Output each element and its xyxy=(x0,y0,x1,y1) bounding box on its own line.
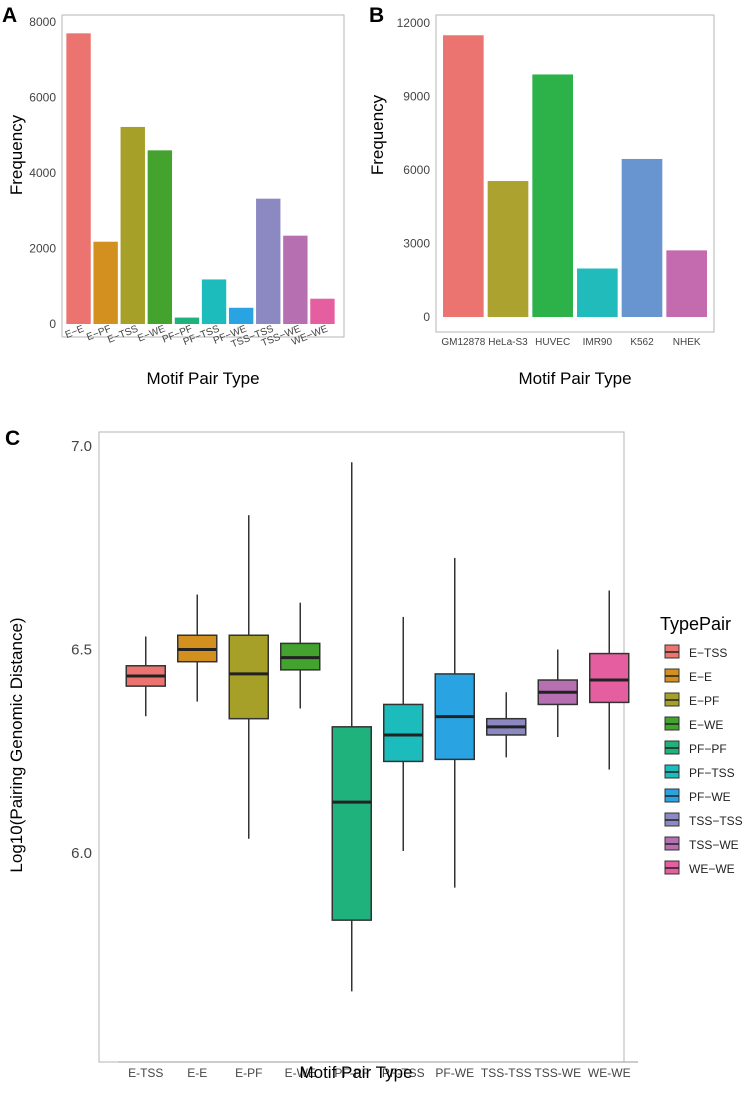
ytick-c-label: 6.5 xyxy=(71,642,92,659)
ytick-c-label: 6.0 xyxy=(71,845,92,862)
chart-a-xlabel: Motif Pair Type xyxy=(146,369,259,388)
ytick-b-label: 6000 xyxy=(403,163,430,177)
box-3 xyxy=(228,634,269,720)
chart-c-legend: TypePair E−TSS E−E E−PF E−WE PF−PF PF−TSS PF−W… xyxy=(660,614,743,876)
ytick-a-label: 6000 xyxy=(29,91,56,105)
panel-label-c: C xyxy=(5,427,20,450)
legend-title: TypePair xyxy=(660,614,731,634)
chart-b-ylabel: Frequency xyxy=(368,94,387,175)
xtick-c-label: E-PF xyxy=(235,1066,262,1080)
bar-b-6 xyxy=(666,250,707,317)
bar-a-9 xyxy=(283,235,308,324)
legend-label: TSS−WE xyxy=(689,838,739,852)
chart-c: 6.0 6.5 7.0 E-TSS E-E E-PF E-WE PF-PF PF-TSS PF-… xyxy=(7,431,743,1082)
chart-c-xlabel: Motif Pair Type xyxy=(299,1063,412,1082)
legend-label: PF−WE xyxy=(689,790,731,804)
ytick-a-label: 4000 xyxy=(29,166,56,180)
box-5 xyxy=(331,726,372,921)
xtick-b-label: K562 xyxy=(630,337,654,348)
xtick-b-label: NHEK xyxy=(673,337,701,348)
xtick-b-label: HUVEC xyxy=(535,337,570,348)
box-6 xyxy=(383,703,424,763)
xtick-b-label: IMR90 xyxy=(583,337,613,348)
chart-b-xlabel: Motif Pair Type xyxy=(518,369,631,388)
bar-a-2 xyxy=(93,241,118,324)
ytick-b-label: 0 xyxy=(423,310,430,324)
ytick-a-label: 0 xyxy=(49,317,56,331)
bar-a-10 xyxy=(310,298,335,324)
bar-a-4 xyxy=(147,150,173,324)
xtick-c-label: TSS-TSS xyxy=(481,1066,532,1080)
bar-b-1 xyxy=(443,35,484,317)
ytick-c-label: 7.0 xyxy=(71,438,92,455)
bar-a-3 xyxy=(120,126,145,324)
chart-a-frame xyxy=(61,14,345,338)
xtick-a-label: E−E xyxy=(64,323,86,341)
xtick-c-label: WE-WE xyxy=(588,1066,631,1080)
bar-a-8 xyxy=(256,198,281,324)
legend-label: PF−TSS xyxy=(689,766,735,780)
ytick-a-label: 8000 xyxy=(29,15,56,29)
legend-label: E−TSS xyxy=(689,646,727,660)
xtick-c-label: E-E xyxy=(187,1066,207,1080)
xtick-c-label: PF-TSS xyxy=(382,1066,425,1080)
chart-b: 0 3000 6000 9000 12000 GM12878 HeLa-S3 HUVEC IM… xyxy=(368,14,715,388)
bar-a-7 xyxy=(228,307,254,324)
bar-b-4 xyxy=(577,268,618,317)
bar-a-6 xyxy=(201,279,227,324)
legend-label: E−PF xyxy=(689,694,719,708)
bar-b-3 xyxy=(532,74,573,317)
xtick-b-label: GM12878 xyxy=(441,337,485,348)
legend-label: E−E xyxy=(689,670,712,684)
xtick-c-label: TSS-WE xyxy=(534,1066,581,1080)
bar-b-2 xyxy=(487,181,529,317)
ytick-b-label: 12000 xyxy=(397,16,431,30)
panel-label-b: B xyxy=(369,4,384,27)
xtick-b-label: HeLa-S3 xyxy=(488,337,528,348)
legend-label: TSS−TSS xyxy=(689,814,743,828)
xtick-c-label: PF-WE xyxy=(435,1066,474,1080)
panel-label-a: A xyxy=(2,4,17,27)
legend-label: E−WE xyxy=(689,718,723,732)
xtick-c-label: E-TSS xyxy=(128,1066,163,1080)
ytick-b-label: 9000 xyxy=(403,90,430,104)
xtick-c-label: PF-PF xyxy=(334,1066,369,1080)
bar-b-5 xyxy=(621,158,663,317)
bar-a-5 xyxy=(174,317,200,324)
box-10 xyxy=(589,652,630,704)
chart-a-ylabel: Frequency xyxy=(7,114,26,195)
chart-c-ylabel: Log10(Pairing Genomic Distance) xyxy=(7,617,26,872)
legend-label: WE−WE xyxy=(689,862,735,876)
ytick-a-label: 2000 xyxy=(29,242,56,256)
xtick-c-label: E-WE xyxy=(285,1066,316,1080)
xtick-a-label: E−TSS xyxy=(106,323,140,345)
chart-b-frame xyxy=(435,14,715,333)
bar-a-1 xyxy=(66,33,91,324)
ytick-b-label: 3000 xyxy=(403,237,430,251)
legend-label: PF−PF xyxy=(689,742,727,756)
